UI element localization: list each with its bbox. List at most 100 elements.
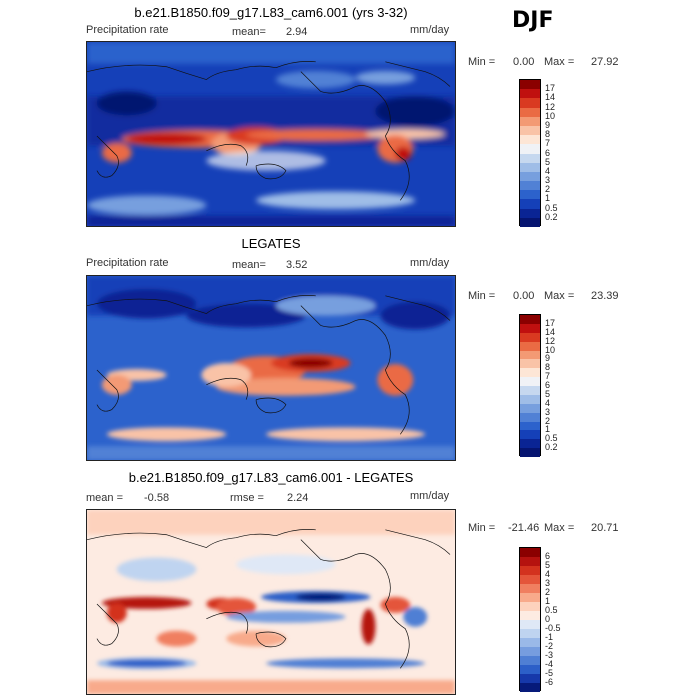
panel2-colorbar-swatch xyxy=(520,377,540,386)
panel2-colorbar-swatch xyxy=(520,368,540,378)
panel2-min-label: Min = xyxy=(468,290,496,302)
panel3-colorbar-swatch xyxy=(520,638,540,647)
panel3-colorbar-swatch xyxy=(520,647,540,656)
panel3-colorbar-tick-label: -6 xyxy=(545,677,554,687)
panel2-colorbar-tick-label: 8 xyxy=(545,362,551,373)
panel3-colorbar-tick-label: 0.5 xyxy=(545,605,558,615)
panel1-colorbar-swatch xyxy=(520,98,540,108)
panel1-max-label: Max = xyxy=(544,56,575,68)
panel3-colorbar-tick-label: -3 xyxy=(545,650,554,660)
panel2-colorbar-tick-label: 12 xyxy=(545,335,556,346)
panel2-min-value: 0.00 xyxy=(513,290,535,302)
panel3-colorbar-swatch xyxy=(520,584,540,593)
panel1-colorbar-tick-label: 1 xyxy=(545,193,551,204)
panel2-colorbar-tick-label: 5 xyxy=(545,388,551,399)
panel1-colorbar-swatch xyxy=(520,171,540,182)
panel1-colorbar-tick-label: 14 xyxy=(545,92,556,103)
panel1-colorbar-swatch xyxy=(520,217,540,227)
panel2-units: mm/day xyxy=(410,257,450,269)
panel2-colorbar-tick-label: 7 xyxy=(545,371,551,382)
panel2-colorbar-tick-label: 9 xyxy=(545,353,551,364)
panel2-colorbar-swatch xyxy=(520,332,540,342)
panel1-colorbar-swatch xyxy=(520,116,540,126)
panel3-max-label: Max = xyxy=(544,522,575,534)
panel3-colorbar-tick-label: 5 xyxy=(545,560,551,570)
panel3-colorbar-swatch xyxy=(520,620,540,629)
panel1-colorbar-tick-label: 10 xyxy=(545,110,556,121)
panel1-min-label: Min = xyxy=(468,56,496,68)
panel3-colorbar-swatch xyxy=(520,575,540,584)
panel1-colorbar-tick-label: 17 xyxy=(545,83,556,94)
panel3-colorbar-swatch xyxy=(520,548,540,557)
panel1-colorbar-tick-label: 7 xyxy=(545,138,551,149)
panel2-colorbar-swatch xyxy=(520,421,540,431)
panel1-colorbar xyxy=(519,79,541,227)
season-label: DJF xyxy=(512,8,554,33)
panel3-colorbar-swatch xyxy=(520,665,540,674)
panel1-colorbar-swatch xyxy=(520,135,540,145)
panel3-colorbar-tick-label: -4 xyxy=(545,659,554,669)
panel2-mean-label: mean= xyxy=(232,259,266,271)
panel2-colorbar-tick-label: 14 xyxy=(545,326,556,337)
panel3-map-plot xyxy=(87,510,455,694)
panel3-colorbar-tick-label: 4 xyxy=(545,569,551,579)
panel3-colorbar-tick-label: 0 xyxy=(545,614,551,624)
panel3-mean-label: mean = xyxy=(86,492,123,504)
panel3-colorbar-tick-label: 1 xyxy=(545,596,551,606)
panel1-colorbar-tick-label: 9 xyxy=(545,119,551,130)
panel3-colorbar-swatch xyxy=(520,629,540,638)
panel2-map-plot xyxy=(87,276,455,460)
panel1-colorbar-tick-label: 4 xyxy=(545,165,551,176)
panel1-colorbar-tick-label: 3 xyxy=(545,175,551,186)
panel3-colorbar-swatch xyxy=(520,593,540,602)
panel3-colorbar-swatch xyxy=(520,602,540,611)
panel1-colorbar-swatch xyxy=(520,162,540,172)
panel2-mean-value: 3.52 xyxy=(286,259,308,271)
panel3-map xyxy=(86,509,456,695)
panel3-colorbar-tick-label: -2 xyxy=(545,641,554,651)
panel1-colorbar-swatch xyxy=(520,199,540,209)
panel3-colorbar-tick-label: 3 xyxy=(545,578,551,588)
panel2-colorbar-tick-label: 3 xyxy=(545,406,551,417)
panel2-colorbar-tick-label: 0.2 xyxy=(545,442,558,453)
panel2-colorbar-tick-label: 6 xyxy=(545,380,551,390)
panel1-colorbar-tick-label: 12 xyxy=(545,101,556,112)
panel1-variable-label: Precipitation rate xyxy=(86,24,169,36)
panel1-colorbar-swatch xyxy=(520,89,540,99)
panel1-colorbar-tick-label: 8 xyxy=(545,129,551,140)
panel1-colorbar-swatch xyxy=(520,181,540,191)
panel3-colorbar-swatch xyxy=(520,683,540,692)
panel1-units: mm/day xyxy=(410,24,450,36)
panel2-variable-label: Precipitation rate xyxy=(86,257,169,269)
panel2-title: LEGATES xyxy=(241,236,301,251)
panel2-colorbar-swatch xyxy=(520,341,540,351)
panel3-colorbar-tick-label: 2 xyxy=(545,587,551,597)
panel1-map-plot xyxy=(87,42,455,226)
panel2-max-label: Max = xyxy=(544,290,575,302)
panel1-colorbar-tick-label: 5 xyxy=(545,156,551,167)
panel1-colorbar-tick-label: 2 xyxy=(545,184,551,195)
panel2-colorbar-swatch xyxy=(520,394,540,404)
panel2-colorbar-swatch xyxy=(520,350,540,360)
panel1-max-value: 27.92 xyxy=(591,56,619,68)
panel2-colorbar-swatch xyxy=(520,439,540,449)
panel1-colorbar-swatch xyxy=(520,125,540,136)
panel3-colorbar-swatch xyxy=(520,611,540,620)
panel2-colorbar-tick-label: 17 xyxy=(545,317,556,328)
panel1-colorbar-swatch xyxy=(520,153,540,163)
panel3-colorbar-tick-label: -0.5 xyxy=(545,623,561,633)
panel3-colorbar-swatch xyxy=(520,674,540,683)
panel1-colorbar-swatch xyxy=(520,144,540,154)
panel2-colorbar-swatch xyxy=(520,412,540,422)
panel3-min-value: -21.46 xyxy=(508,522,540,534)
panel2-colorbar-swatch xyxy=(520,323,540,333)
panel1-colorbar-swatch xyxy=(520,107,540,117)
panel3-max-value: 20.71 xyxy=(591,522,619,534)
panel1-mean-label: mean= xyxy=(232,26,266,38)
panel2-colorbar-swatch xyxy=(520,386,540,395)
panel2-colorbar-tick-label: 10 xyxy=(545,344,556,355)
panel1-colorbar-tick-label: 0.5 xyxy=(545,202,558,213)
panel3-colorbar xyxy=(519,547,541,692)
panel2-colorbar-swatch xyxy=(520,315,540,324)
panel1-colorbar-tick-label: 6 xyxy=(545,147,551,158)
